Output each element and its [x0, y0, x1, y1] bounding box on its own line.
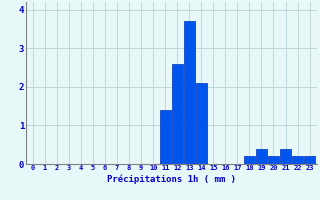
Bar	[268, 156, 279, 164]
Bar	[280, 149, 291, 164]
X-axis label: Précipitations 1h ( mm ): Précipitations 1h ( mm )	[107, 174, 236, 184]
Bar	[172, 64, 183, 164]
Bar	[256, 149, 267, 164]
Bar	[304, 156, 315, 164]
Bar	[196, 83, 207, 164]
Bar	[292, 156, 303, 164]
Bar	[160, 110, 171, 164]
Bar	[184, 21, 195, 164]
Bar	[244, 156, 255, 164]
